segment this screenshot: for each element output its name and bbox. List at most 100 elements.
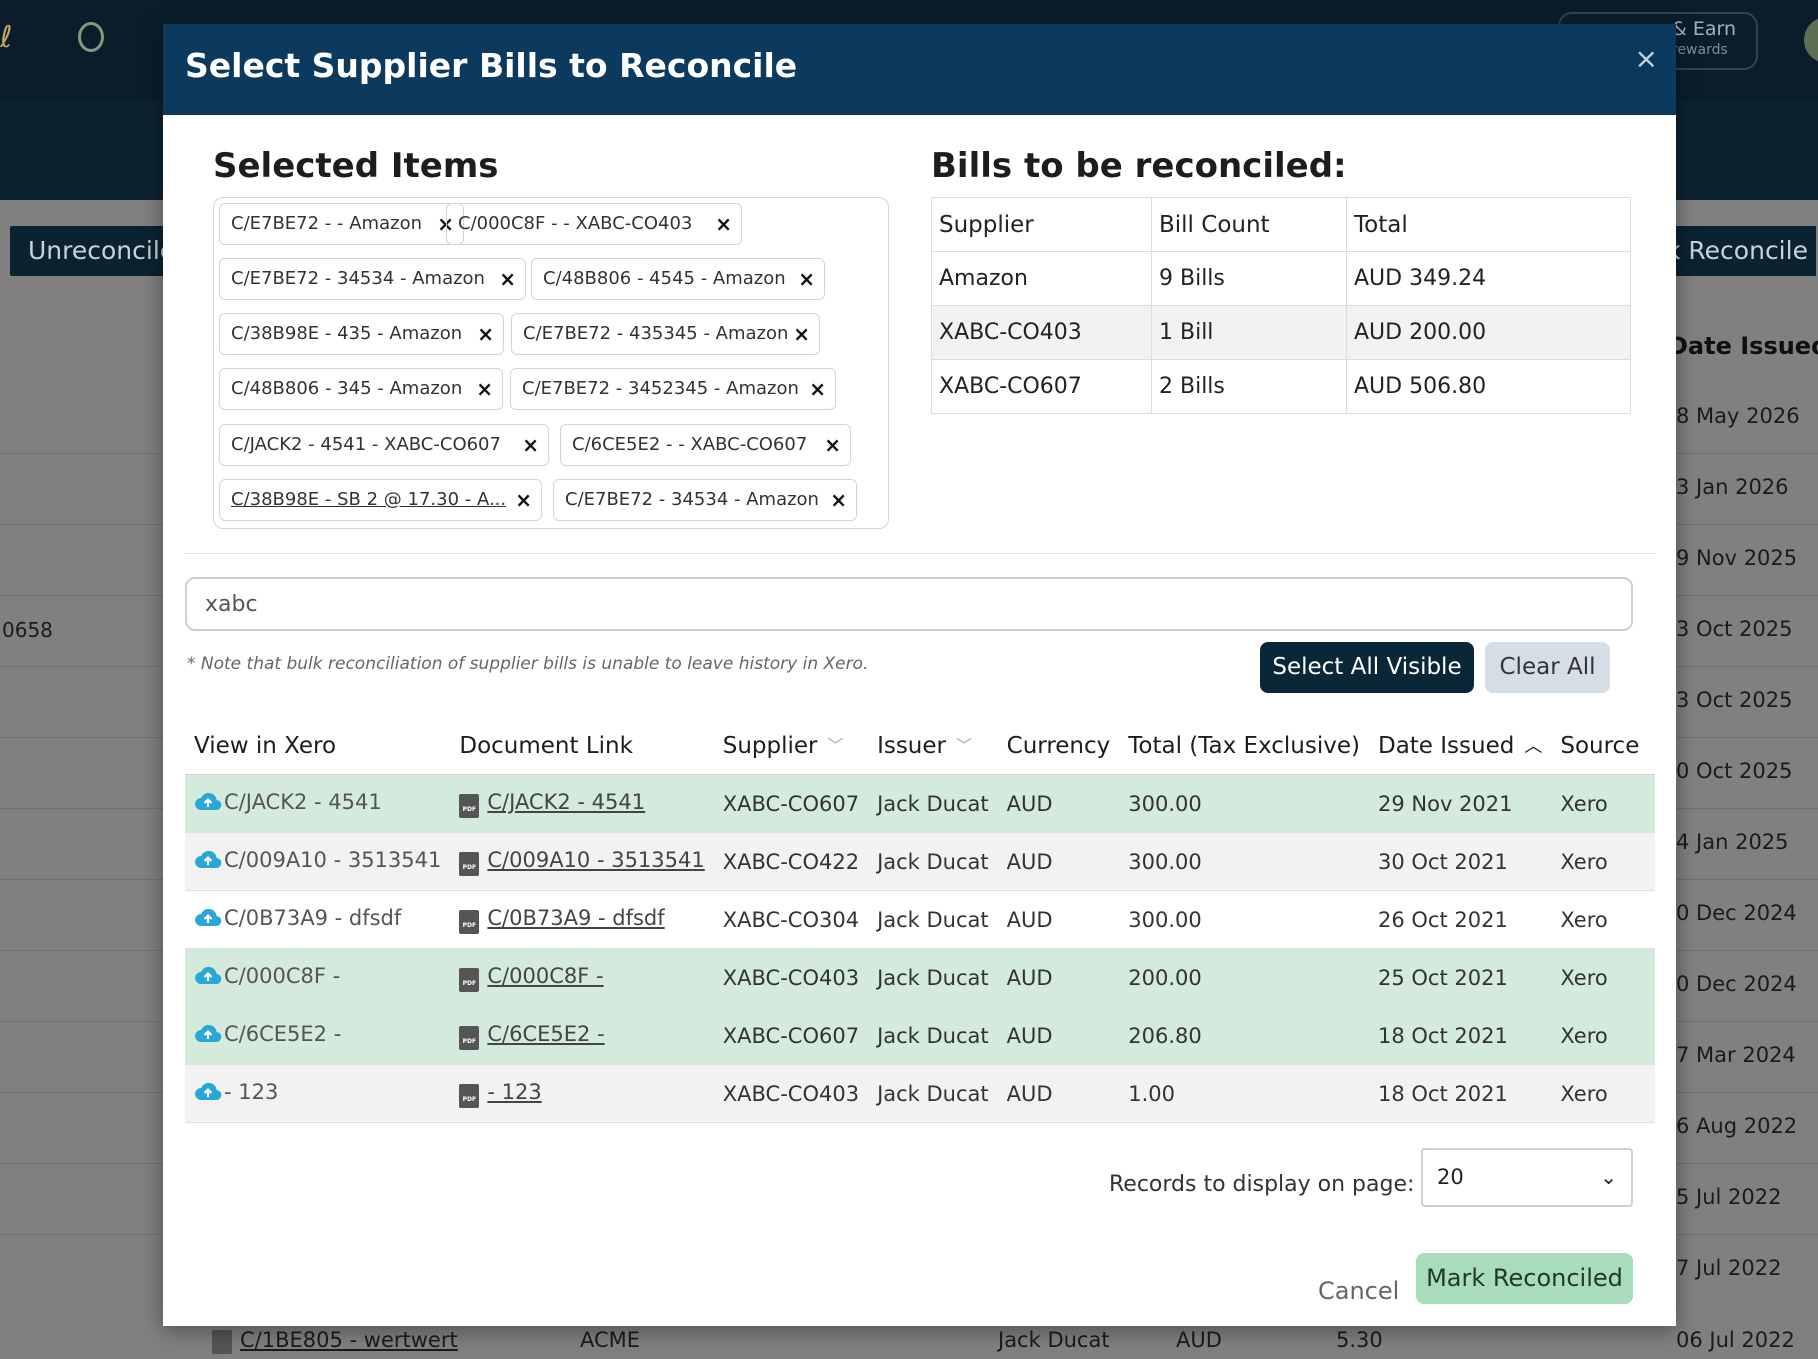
currency-cell: AUD — [997, 1064, 1120, 1123]
pdf-icon: PDF — [459, 1025, 480, 1050]
cloud-upload-icon[interactable] — [194, 1022, 222, 1049]
header-document-link: Document Link — [450, 717, 714, 775]
pdf-icon: PDF — [459, 909, 480, 934]
date-cell: 18 Oct 2021 — [1368, 1064, 1552, 1123]
table-row[interactable]: C/6CE5E2 - PDF C/6CE5E2 - XABC-CO607 Jack Du… — [185, 1006, 1655, 1065]
bulk-note: * Note that bulk reconciliation of suppl… — [187, 654, 869, 674]
chevron-down-icon[interactable]: ﹀ — [827, 736, 844, 755]
avatar[interactable] — [1804, 18, 1818, 62]
chevron-down-icon: ⌄ — [1600, 1165, 1617, 1189]
bg-total: 5.30 — [1336, 1328, 1383, 1352]
summary-row: Amazon 9 Bills AUD 349.24 — [931, 251, 1631, 306]
summary-count: 1 Bill — [1151, 305, 1347, 360]
select-all-visible-button[interactable]: Select All Visible — [1260, 642, 1474, 693]
pdf-icon: PDF — [459, 1083, 480, 1108]
document-link-cell[interactable]: PDF - 123 — [450, 1064, 714, 1123]
remove-icon[interactable]: × — [715, 212, 732, 236]
summary-header-supplier: Supplier — [931, 197, 1152, 252]
table-row[interactable]: C/009A10 - 3513541 PDF C/009A10 - 3513541 X… — [185, 832, 1655, 891]
remove-icon[interactable]: × — [793, 322, 810, 346]
bg-date-cell: 5 Jul 2022 — [1676, 1185, 1782, 1209]
bg-date-cell: 3 Oct 2025 — [1676, 688, 1793, 712]
summary-row: XABC-CO607 2 Bills AUD 506.80 — [931, 359, 1631, 414]
source-cell: Xero — [1551, 774, 1655, 833]
remove-icon[interactable]: × — [476, 377, 493, 401]
header-supplier-label: Supplier — [722, 733, 818, 759]
bg-date-cell: 7 Mar 2024 — [1676, 1043, 1796, 1067]
remove-icon[interactable]: × — [437, 212, 454, 236]
document-link-cell[interactable]: PDF C/0B73A9 - dfsdf — [450, 890, 714, 949]
view-in-xero-cell[interactable]: C/6CE5E2 - — [185, 1006, 451, 1065]
date-cell: 30 Oct 2021 — [1368, 832, 1552, 891]
cancel-button[interactable]: Cancel — [1318, 1277, 1400, 1305]
selected-items-box: C/E7BE72 - - Amazon × C/000C8F - - XABC-CO… — [213, 197, 889, 529]
tab-unreconciled[interactable]: Unreconcile — [10, 226, 168, 276]
remove-icon[interactable]: × — [477, 322, 494, 346]
table-row[interactable]: C/000C8F - PDF C/000C8F - XABC-CO403 Jack Du… — [185, 948, 1655, 1007]
bg-doc-link[interactable]: C/1BE805 - wertwert — [240, 1328, 458, 1352]
header-supplier[interactable]: Supplier ﹀ — [713, 717, 869, 775]
selected-item-chip: C/38B98E - SB 2 @ 17.30 - A... × — [219, 479, 542, 521]
cloud-upload-icon[interactable] — [194, 964, 222, 991]
mark-reconciled-button[interactable]: Mark Reconciled — [1416, 1253, 1633, 1304]
document-link-cell[interactable]: PDF C/6CE5E2 - — [450, 1006, 714, 1065]
view-in-xero-cell[interactable]: C/JACK2 - 4541 — [185, 774, 451, 833]
remove-icon[interactable]: × — [809, 377, 826, 401]
nav-icon[interactable]: ℓ — [0, 20, 13, 55]
summary-total: AUD 349.24 — [1346, 251, 1631, 306]
bulk-reconcile-button[interactable]: k Reconcile — [1660, 226, 1816, 276]
search-input[interactable] — [185, 577, 1633, 631]
selected-item-chip: C/JACK2 - 4541 - XABC-CO607 × — [219, 424, 549, 466]
remove-icon[interactable]: × — [522, 433, 539, 457]
document-link[interactable]: - 123 — [487, 1079, 542, 1104]
bg-date-cell: 0 Dec 2024 — [1676, 972, 1797, 996]
cloud-upload-icon[interactable] — [194, 1080, 222, 1107]
source-cell: Xero — [1551, 1064, 1655, 1123]
document-link[interactable]: C/009A10 - 3513541 — [487, 847, 705, 872]
records-per-page-select[interactable]: 20 ⌄ — [1421, 1148, 1633, 1207]
supplier-cell: XABC-CO607 — [713, 1006, 869, 1065]
header-issuer[interactable]: Issuer ﹀ — [868, 717, 998, 775]
view-in-xero-cell[interactable]: C/000C8F - — [185, 948, 451, 1007]
timer-icon[interactable] — [78, 22, 104, 52]
source-cell: Xero — [1551, 948, 1655, 1007]
total-cell: 300.00 — [1119, 774, 1369, 833]
selected-item-chip: C/E7BE72 - - Amazon × — [219, 203, 464, 245]
cloud-upload-icon[interactable] — [194, 848, 222, 875]
chevron-up-icon[interactable]: ︿ — [1524, 736, 1543, 757]
remove-icon[interactable]: × — [830, 488, 847, 512]
view-in-xero-cell[interactable]: C/0B73A9 - dfsdf — [185, 890, 451, 949]
bg-date-header[interactable]: Date Issued — [1668, 332, 1818, 360]
currency-cell: AUD — [997, 774, 1120, 833]
remove-icon[interactable]: × — [499, 267, 516, 291]
table-row[interactable]: C/JACK2 - 4541 PDF C/JACK2 - 4541 XABC-CO60… — [185, 774, 1655, 833]
document-link[interactable]: C/0B73A9 - dfsdf — [487, 905, 665, 930]
bg-date-cell: 4 Jan 2025 — [1676, 830, 1789, 854]
cloud-upload-icon[interactable] — [194, 790, 222, 817]
date-cell: 26 Oct 2021 — [1368, 890, 1552, 949]
currency-cell: AUD — [997, 1006, 1120, 1065]
summary-supplier: XABC-CO607 — [931, 359, 1152, 414]
remove-icon[interactable]: × — [824, 433, 841, 457]
table-row[interactable]: - 123 PDF - 123 XABC-CO403 Jack Ducat AUD 1.00… — [185, 1064, 1655, 1123]
selected-item-chip: C/E7BE72 - 3452345 - Amazon × — [510, 368, 836, 410]
document-link[interactable]: C/6CE5E2 - — [487, 1021, 605, 1046]
document-link[interactable]: C/JACK2 - 4541 — [487, 789, 646, 814]
clear-all-button[interactable]: Clear All — [1485, 642, 1610, 693]
view-in-xero-cell[interactable]: C/009A10 - 3513541 — [185, 832, 451, 891]
remove-icon[interactable]: × — [515, 488, 532, 512]
cloud-upload-icon[interactable] — [194, 906, 222, 933]
table-row[interactable]: C/0B73A9 - dfsdf PDF C/0B73A9 - dfsdf XABC-… — [185, 890, 1655, 949]
document-link-cell[interactable]: PDF C/JACK2 - 4541 — [450, 774, 714, 833]
selected-item-chip: C/E7BE72 - 34534 - Amazon × — [553, 479, 857, 521]
header-date-issued[interactable]: Date Issued ︿ — [1368, 717, 1552, 775]
chip-link[interactable]: C/38B98E - SB 2 @ 17.30 - A... — [231, 489, 507, 510]
view-in-xero-cell[interactable]: - 123 — [185, 1064, 451, 1123]
close-icon[interactable]: × — [1634, 42, 1658, 75]
document-link-cell[interactable]: PDF C/000C8F - — [450, 948, 714, 1007]
document-link-cell[interactable]: PDF C/009A10 - 3513541 — [450, 832, 714, 891]
document-link[interactable]: C/000C8F - — [487, 963, 604, 988]
remove-icon[interactable]: × — [798, 267, 815, 291]
chevron-down-icon[interactable]: ﹀ — [956, 736, 973, 755]
summary-header-total: Total — [1346, 197, 1631, 252]
